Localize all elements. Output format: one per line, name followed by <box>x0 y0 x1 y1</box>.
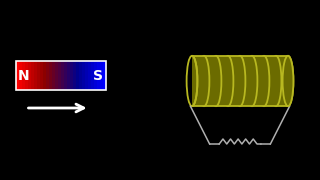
Ellipse shape <box>283 56 293 106</box>
Bar <box>16 61 106 90</box>
Bar <box>40 61 44 90</box>
Bar <box>55 61 58 90</box>
Text: N: N <box>18 69 30 83</box>
Bar <box>25 61 28 90</box>
Bar <box>58 61 61 90</box>
Bar <box>28 61 31 90</box>
Bar <box>16 61 20 90</box>
Bar <box>52 61 55 90</box>
Bar <box>192 56 288 106</box>
Bar <box>31 61 35 90</box>
Bar <box>46 61 49 90</box>
Bar <box>79 61 82 90</box>
Bar <box>37 61 40 90</box>
Bar <box>94 61 97 90</box>
Bar <box>97 61 100 90</box>
Bar <box>82 61 85 90</box>
Bar <box>85 61 88 90</box>
Bar <box>70 61 73 90</box>
Bar <box>67 61 70 90</box>
Bar <box>100 61 103 90</box>
Bar <box>34 61 37 90</box>
Bar <box>73 61 76 90</box>
Bar <box>64 61 67 90</box>
Bar <box>19 61 22 90</box>
Bar <box>76 61 79 90</box>
Bar <box>43 61 46 90</box>
Bar <box>88 61 91 90</box>
Bar <box>91 61 94 90</box>
Bar <box>103 61 106 90</box>
Bar <box>61 61 64 90</box>
Bar <box>49 61 52 90</box>
Bar <box>22 61 26 90</box>
Text: S: S <box>92 69 103 83</box>
